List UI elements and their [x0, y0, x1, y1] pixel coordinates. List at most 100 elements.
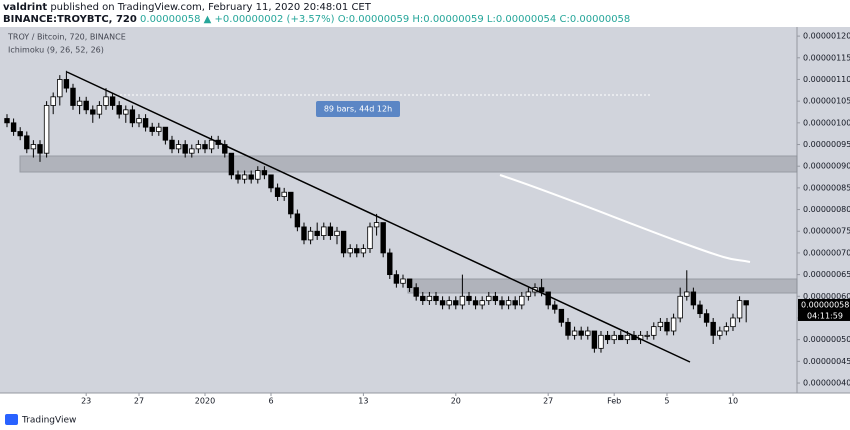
candle-body [10, 122, 17, 132]
candle-body [96, 105, 103, 115]
countdown-box [798, 309, 850, 321]
candle-body [505, 300, 512, 306]
candle-body [552, 304, 558, 310]
y-tick-label: 0.00000075 [803, 227, 850, 236]
candle-body [545, 291, 551, 306]
candle-body [664, 321, 670, 332]
candle-body [413, 287, 419, 297]
candle-body [241, 174, 248, 180]
indicator-name: Ichimoku (9, 26, 52, 26) [8, 46, 104, 55]
candle-body [4, 118, 10, 124]
x-tick-label: 2020 [195, 397, 215, 406]
ohlc: H:0.00000059 [412, 14, 484, 25]
candle-body [208, 139, 215, 150]
x-tick-label: 6 [268, 397, 273, 406]
last-price-label: 0.00000058 [801, 300, 849, 309]
header: valdrint published on TradingView.com, F… [0, 0, 850, 27]
candle-body [90, 109, 96, 115]
chart-title: TROY / Bitcoin, 720, BINANCE [7, 33, 126, 42]
candle-body [380, 222, 386, 254]
plot-background [0, 27, 797, 393]
candle-body [50, 96, 56, 106]
candle-body [644, 334, 650, 337]
candle-body [723, 326, 730, 332]
candle-body [426, 295, 433, 302]
y-tick-label: 0.00000095 [803, 140, 850, 149]
x-tick-label: 13 [358, 397, 368, 406]
candle-body [175, 144, 182, 150]
support-zone [19, 155, 798, 173]
x-tick-label: 27 [543, 397, 553, 406]
candle-body [670, 317, 677, 332]
candle-body [30, 144, 37, 150]
author: valdrint [3, 2, 48, 13]
candle-body [690, 291, 697, 306]
candle-body [37, 144, 43, 154]
candle-body [334, 230, 340, 236]
candle-body [109, 96, 116, 106]
x-tick-label: 10 [728, 397, 738, 406]
candle-body [525, 291, 532, 297]
published: published on TradingView.com, February 1… [50, 2, 371, 13]
symbol-line: BINANCE:TROYBTC, 720 0.00000058 ▲ +0.000… [3, 14, 630, 25]
candle-body [169, 139, 175, 150]
y-tick-label: 0.00000110 [803, 75, 850, 84]
candle-body [222, 144, 228, 154]
candle-body [624, 334, 631, 341]
ohlc: C:0.00000058 [559, 14, 631, 25]
last: 0.00000058 [140, 14, 201, 25]
candle-body [717, 330, 723, 336]
candle-body [195, 144, 202, 150]
candle-body [274, 187, 281, 197]
candle-body [136, 118, 142, 124]
y-tick-label: 0.00000060 [803, 292, 850, 301]
candle-body [202, 144, 208, 150]
candle-body [327, 226, 334, 236]
ohlc: O:0.00000059 [337, 14, 410, 25]
candle-body [585, 330, 591, 336]
candle-body [228, 152, 235, 176]
candle-body [162, 126, 169, 141]
candle-body [281, 191, 287, 197]
candle-body [255, 170, 261, 180]
candle-body [591, 330, 598, 349]
change: ▲ +0.00000002 (+3.57%) [203, 14, 335, 25]
candle-body [83, 100, 89, 111]
candle-body [651, 326, 657, 336]
trendline [66, 71, 691, 363]
y-tick-label: 0.00000045 [803, 357, 850, 366]
candle-body [393, 274, 400, 284]
candle-body [479, 300, 485, 306]
candle-body [354, 248, 360, 254]
candle-body [492, 295, 499, 302]
x-tick-label: 27 [134, 397, 144, 406]
candle-body [347, 248, 353, 254]
symbol: BINANCE:TROYBTC, 720 [3, 14, 137, 25]
resistance-zone [407, 278, 798, 294]
candle-body [565, 321, 571, 336]
candle-body [512, 300, 518, 306]
y-tick-label: 0.00000080 [803, 205, 850, 214]
candle-body [578, 330, 584, 336]
candle-body [116, 105, 122, 115]
candle-body [123, 109, 129, 115]
candle-body [314, 230, 320, 236]
y-tick-label: 0.00000050 [803, 335, 850, 344]
countdown: 04:11:59 [807, 311, 843, 320]
x-tick-label: 20 [451, 397, 461, 406]
y-tick-label: 0.00000105 [803, 97, 850, 106]
candle-body [743, 300, 749, 306]
candle-body [730, 317, 736, 328]
candle-body [736, 300, 743, 319]
candle-body [189, 148, 195, 154]
candle-body [710, 321, 716, 336]
candle-body [598, 334, 604, 349]
y-tick-label: 0.00000100 [803, 118, 850, 127]
y-tick-label: 0.00000085 [803, 183, 850, 192]
candle-body [618, 334, 624, 341]
candle-body [288, 191, 294, 215]
candle-body [261, 170, 268, 176]
candle-body [703, 313, 710, 323]
